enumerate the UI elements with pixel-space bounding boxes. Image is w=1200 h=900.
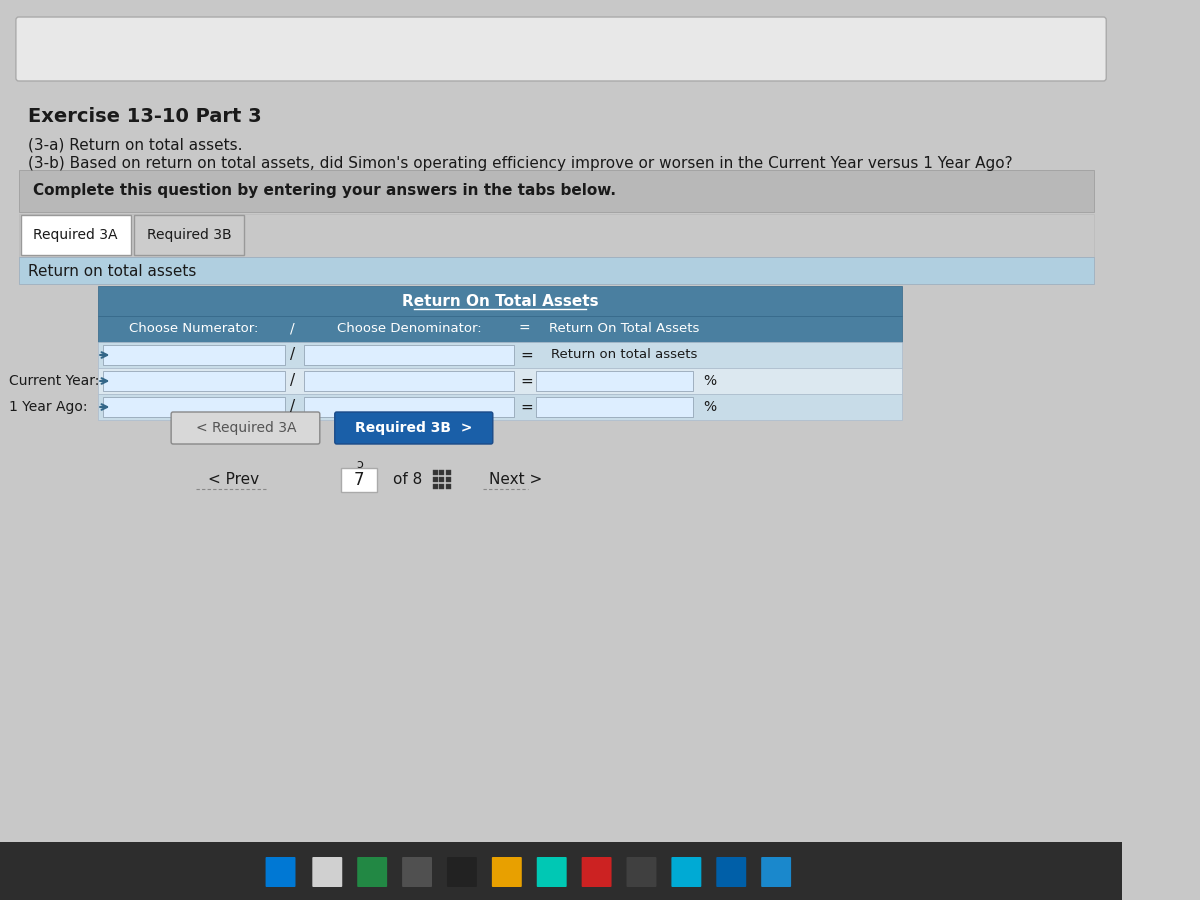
FancyBboxPatch shape <box>439 470 444 475</box>
Text: (3-a) Return on total assets.: (3-a) Return on total assets. <box>28 138 242 153</box>
FancyBboxPatch shape <box>433 470 438 475</box>
Text: Return on total assets: Return on total assets <box>28 264 197 278</box>
FancyBboxPatch shape <box>761 857 791 887</box>
Text: < Prev: < Prev <box>209 472 259 488</box>
Text: /: / <box>290 400 295 415</box>
FancyBboxPatch shape <box>265 857 295 887</box>
Text: Next >: Next > <box>490 472 542 488</box>
FancyBboxPatch shape <box>98 342 902 368</box>
FancyBboxPatch shape <box>98 316 902 342</box>
Text: /: / <box>290 347 295 363</box>
Text: of 8: of 8 <box>392 472 422 488</box>
FancyBboxPatch shape <box>439 477 444 482</box>
Text: %: % <box>703 400 716 414</box>
FancyBboxPatch shape <box>0 842 1122 900</box>
FancyBboxPatch shape <box>433 484 438 489</box>
FancyBboxPatch shape <box>536 397 692 417</box>
Text: Exercise 13-10 Part 3: Exercise 13-10 Part 3 <box>28 107 262 126</box>
FancyBboxPatch shape <box>98 286 902 316</box>
FancyBboxPatch shape <box>335 412 493 444</box>
FancyBboxPatch shape <box>98 394 902 420</box>
FancyBboxPatch shape <box>304 397 515 417</box>
Text: Current Year:: Current Year: <box>10 374 100 388</box>
FancyBboxPatch shape <box>492 857 522 887</box>
FancyBboxPatch shape <box>582 857 612 887</box>
Text: Complete this question by entering your answers in the tabs below.: Complete this question by entering your … <box>32 184 616 199</box>
FancyBboxPatch shape <box>402 857 432 887</box>
Text: Return On Total Assets: Return On Total Assets <box>402 293 599 309</box>
FancyBboxPatch shape <box>536 857 566 887</box>
Text: Return On Total Assets: Return On Total Assets <box>550 322 700 336</box>
FancyBboxPatch shape <box>672 857 701 887</box>
FancyBboxPatch shape <box>103 397 286 417</box>
Text: (3-b) Based on return on total assets, did Simon's operating efficiency improve : (3-b) Based on return on total assets, d… <box>28 156 1013 171</box>
FancyBboxPatch shape <box>446 484 451 489</box>
Text: =: = <box>518 322 530 336</box>
FancyBboxPatch shape <box>446 470 451 475</box>
Text: 1 Year Ago:: 1 Year Ago: <box>10 400 88 414</box>
FancyBboxPatch shape <box>172 412 320 444</box>
FancyBboxPatch shape <box>16 17 1106 81</box>
Text: < Required 3A: < Required 3A <box>196 421 296 435</box>
Text: 7: 7 <box>354 471 365 489</box>
FancyBboxPatch shape <box>19 214 1094 257</box>
FancyBboxPatch shape <box>536 371 692 391</box>
FancyBboxPatch shape <box>304 345 515 365</box>
FancyBboxPatch shape <box>133 215 244 255</box>
FancyBboxPatch shape <box>19 257 1094 284</box>
FancyBboxPatch shape <box>98 368 902 394</box>
Text: %: % <box>703 374 716 388</box>
FancyBboxPatch shape <box>304 371 515 391</box>
FancyBboxPatch shape <box>20 215 131 255</box>
Text: ↄ: ↄ <box>356 457 364 471</box>
Text: Choose Denominator:: Choose Denominator: <box>337 322 481 336</box>
Text: =: = <box>520 400 533 415</box>
FancyBboxPatch shape <box>312 857 342 887</box>
FancyBboxPatch shape <box>358 857 388 887</box>
Text: Choose Numerator:: Choose Numerator: <box>130 322 259 336</box>
FancyBboxPatch shape <box>446 857 476 887</box>
FancyBboxPatch shape <box>103 371 286 391</box>
FancyBboxPatch shape <box>716 857 746 887</box>
Text: /: / <box>290 322 295 336</box>
FancyBboxPatch shape <box>439 484 444 489</box>
FancyBboxPatch shape <box>626 857 656 887</box>
Text: =: = <box>520 347 533 363</box>
FancyBboxPatch shape <box>19 170 1094 212</box>
FancyBboxPatch shape <box>433 477 438 482</box>
Text: Return on total assets: Return on total assets <box>552 348 698 362</box>
FancyBboxPatch shape <box>103 345 286 365</box>
FancyBboxPatch shape <box>446 477 451 482</box>
FancyBboxPatch shape <box>341 468 377 492</box>
Text: /: / <box>290 374 295 389</box>
Text: =: = <box>520 374 533 389</box>
Text: Required 3B  >: Required 3B > <box>355 421 472 435</box>
Text: Required 3A: Required 3A <box>34 228 118 242</box>
Text: Required 3B: Required 3B <box>146 228 232 242</box>
